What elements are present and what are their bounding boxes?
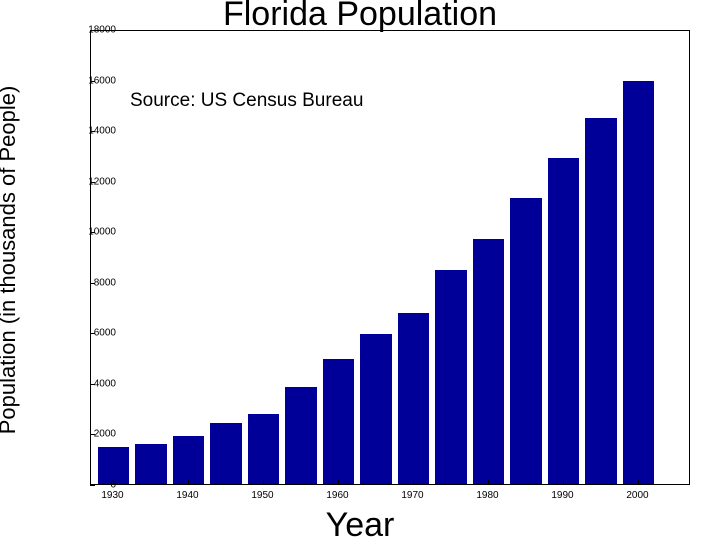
y-tick-mark	[90, 434, 95, 435]
x-tick-label: 1940	[176, 490, 198, 501]
y-tick-mark	[90, 131, 95, 132]
x-tick-mark	[488, 480, 489, 485]
x-tick-mark	[413, 480, 414, 485]
y-tick-mark	[90, 283, 95, 284]
x-tick-mark	[338, 480, 339, 485]
x-tick-label: 1960	[326, 490, 348, 501]
bar	[623, 81, 655, 484]
x-tick-mark	[563, 480, 564, 485]
bar	[510, 198, 542, 484]
x-tick-mark	[263, 480, 264, 485]
chart-title: Florida Population	[223, 0, 497, 34]
y-tick-mark	[90, 232, 95, 233]
bar	[173, 436, 205, 484]
x-tick-label: 1970	[401, 490, 423, 501]
y-tick-mark	[90, 81, 95, 82]
y-tick-mark	[90, 30, 95, 31]
y-tick-label: 2000	[94, 429, 116, 440]
bar	[360, 334, 392, 484]
plot-area	[90, 30, 690, 485]
y-tick-label: 6000	[94, 328, 116, 339]
x-tick-label: 1980	[476, 490, 498, 501]
x-tick-label: 1930	[101, 490, 123, 501]
bar	[98, 447, 130, 484]
x-tick-label: 1990	[551, 490, 573, 501]
y-tick-mark	[90, 485, 95, 486]
x-tick-mark	[113, 480, 114, 485]
bar	[473, 239, 505, 484]
x-tick-label: 1950	[251, 490, 273, 501]
bar	[248, 414, 280, 484]
y-tick-mark	[90, 182, 95, 183]
y-axis-label: Population (in thousands of People)	[0, 0, 21, 260]
bar	[210, 423, 242, 484]
bar	[135, 444, 167, 484]
bar	[435, 270, 467, 484]
bar	[285, 387, 317, 484]
y-tick-mark	[90, 384, 95, 385]
x-tick-mark	[638, 480, 639, 485]
y-tick-label: 8000	[94, 277, 116, 288]
x-tick-mark	[188, 480, 189, 485]
bar	[323, 359, 355, 484]
x-tick-label: 2000	[626, 490, 648, 501]
bar	[398, 313, 430, 484]
bar	[585, 118, 617, 484]
x-axis-label: Year	[326, 506, 395, 545]
y-tick-label: 4000	[94, 378, 116, 389]
y-tick-mark	[90, 333, 95, 334]
bar	[548, 158, 580, 484]
